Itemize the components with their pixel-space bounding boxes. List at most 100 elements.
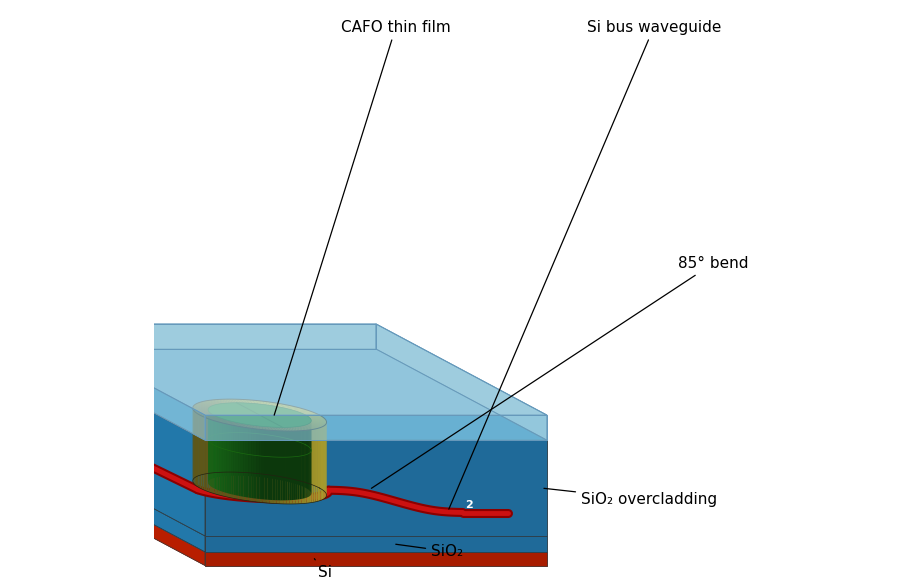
Polygon shape [256, 429, 259, 502]
Polygon shape [292, 410, 294, 484]
Polygon shape [212, 405, 214, 478]
Text: 1: 1 [74, 453, 82, 463]
Polygon shape [264, 401, 267, 475]
Polygon shape [305, 425, 320, 428]
Polygon shape [230, 399, 233, 472]
Polygon shape [246, 424, 248, 498]
Polygon shape [227, 399, 230, 472]
Polygon shape [247, 399, 252, 404]
Polygon shape [204, 401, 218, 405]
Polygon shape [233, 422, 236, 495]
Polygon shape [254, 425, 256, 499]
Polygon shape [266, 402, 271, 405]
Polygon shape [232, 423, 241, 426]
Polygon shape [271, 403, 277, 406]
Polygon shape [263, 401, 267, 405]
Polygon shape [207, 418, 210, 492]
Polygon shape [313, 429, 316, 502]
Polygon shape [196, 403, 211, 406]
Polygon shape [302, 412, 316, 414]
Polygon shape [267, 427, 273, 430]
Polygon shape [275, 427, 278, 500]
Polygon shape [296, 411, 298, 485]
Polygon shape [281, 405, 291, 408]
Polygon shape [273, 430, 276, 503]
Polygon shape [220, 418, 221, 491]
Polygon shape [300, 412, 302, 486]
Polygon shape [286, 408, 288, 482]
Polygon shape [211, 400, 212, 473]
Polygon shape [286, 431, 290, 504]
Polygon shape [206, 401, 220, 404]
Text: Si MRR: Si MRR [0, 583, 1, 584]
Polygon shape [259, 426, 263, 430]
Polygon shape [308, 424, 323, 427]
Polygon shape [276, 406, 278, 480]
Polygon shape [34, 349, 547, 440]
Polygon shape [220, 404, 221, 477]
Polygon shape [267, 402, 271, 475]
Polygon shape [211, 400, 223, 404]
Polygon shape [215, 399, 228, 403]
Polygon shape [305, 409, 307, 483]
Polygon shape [243, 424, 246, 497]
Polygon shape [284, 404, 287, 478]
Polygon shape [302, 425, 304, 499]
Polygon shape [304, 425, 305, 498]
Polygon shape [202, 401, 204, 475]
Polygon shape [306, 415, 321, 416]
Polygon shape [314, 412, 316, 486]
Polygon shape [291, 406, 293, 479]
Polygon shape [298, 426, 311, 430]
Polygon shape [249, 400, 253, 473]
Polygon shape [196, 412, 197, 486]
Polygon shape [229, 422, 238, 425]
Polygon shape [231, 421, 233, 495]
Polygon shape [311, 421, 327, 424]
Polygon shape [299, 430, 302, 504]
Polygon shape [291, 408, 302, 410]
Polygon shape [197, 403, 199, 476]
Polygon shape [285, 427, 287, 500]
Polygon shape [218, 417, 220, 491]
Polygon shape [307, 424, 308, 498]
Polygon shape [195, 404, 196, 477]
Polygon shape [287, 427, 299, 431]
Polygon shape [238, 424, 246, 427]
Polygon shape [241, 423, 243, 497]
Polygon shape [220, 420, 231, 423]
Polygon shape [195, 404, 211, 407]
Text: 2: 2 [465, 500, 473, 510]
Polygon shape [196, 412, 211, 414]
Polygon shape [285, 427, 296, 431]
Polygon shape [276, 404, 284, 407]
Polygon shape [302, 425, 318, 429]
Polygon shape [280, 427, 283, 500]
Polygon shape [288, 407, 300, 409]
Polygon shape [216, 416, 218, 490]
Polygon shape [195, 412, 196, 485]
Polygon shape [218, 404, 220, 477]
Polygon shape [251, 425, 254, 498]
Polygon shape [197, 413, 198, 487]
Polygon shape [199, 402, 214, 405]
Polygon shape [310, 411, 312, 485]
Polygon shape [253, 400, 256, 474]
Polygon shape [210, 419, 212, 493]
Text: SiO₂ overcladding: SiO₂ overcladding [544, 488, 717, 507]
Polygon shape [310, 422, 326, 425]
Polygon shape [274, 403, 277, 476]
Polygon shape [286, 406, 296, 409]
Polygon shape [310, 423, 325, 426]
Polygon shape [308, 424, 309, 497]
Polygon shape [263, 430, 266, 503]
Polygon shape [270, 427, 273, 500]
Polygon shape [320, 415, 321, 489]
Polygon shape [197, 413, 212, 415]
Polygon shape [214, 421, 217, 495]
Polygon shape [205, 536, 547, 552]
Polygon shape [296, 407, 300, 481]
Polygon shape [220, 422, 223, 496]
Polygon shape [302, 413, 303, 486]
Polygon shape [310, 418, 325, 419]
